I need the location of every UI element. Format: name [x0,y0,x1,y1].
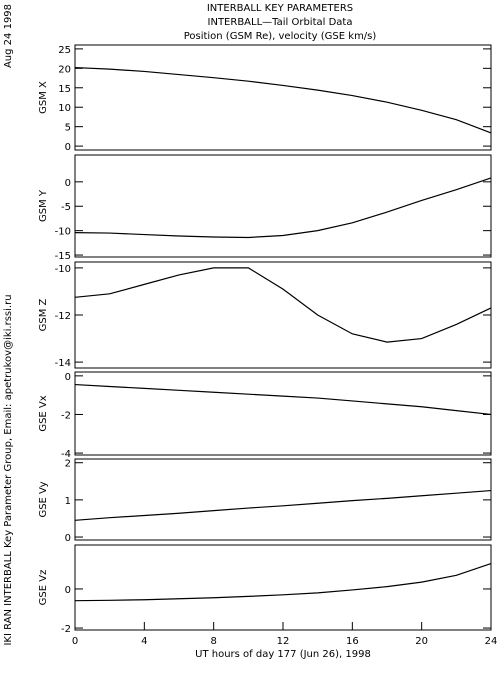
y-tick-label: 0 [65,585,71,596]
y-axis-label: GSE Vz [38,570,49,606]
y-tick-label: 10 [58,103,71,114]
y-tick-label: -5 [61,202,71,213]
y-tick-label: 0 [65,533,71,544]
y-tick-label: -14 [55,358,71,369]
y-tick-label: -12 [55,311,71,322]
y-tick-label: 2 [65,459,71,470]
data-line [74,177,492,239]
credit-note: IKI RAN INTERBALL Key Parameter Group, E… [3,294,14,645]
y-tick-label: 0 [65,142,71,153]
y-tick-label: -10 [55,264,71,275]
data-line [74,267,492,343]
x-axis-label: UT hours of day 177 (Jun 26), 1998 [195,649,371,660]
panel-frame [74,458,492,541]
y-axis-label: GSM X [38,81,49,114]
x-tick-label: 20 [415,636,428,647]
data-line [74,562,492,602]
y-tick-label: -2 [61,410,71,421]
y-tick-label: -2 [61,624,71,635]
y-axis-label: GSM Y [38,189,49,222]
panel-frame [74,544,492,631]
y-axis-label: GSE Vy [38,481,49,517]
data-line [74,66,492,134]
title-line: INTERBALL—Tail Orbital Data [208,17,353,28]
x-tick-label: 0 [72,636,78,647]
y-axis-label: GSM Z [38,298,49,331]
x-tick-label: 16 [346,636,359,647]
y-tick-label: -15 [55,251,71,262]
y-tick-label: 0 [65,178,71,189]
data-line [74,383,492,416]
title-line: INTERBALL KEY PARAMETERS [207,3,353,14]
panel-frame [74,44,492,151]
y-tick-label: 15 [58,84,71,95]
x-tick-label: 12 [277,636,290,647]
x-tick-label: 24 [485,636,498,647]
panel-frame [74,261,492,369]
panel-frame [74,371,492,456]
y-tick-label: -4 [61,449,71,460]
y-tick-label: 0 [65,372,71,383]
x-tick-label: 4 [141,636,147,647]
y-tick-label: -10 [55,227,71,238]
y-tick-label: 5 [65,123,71,134]
panel-frame [74,154,492,258]
date-note: Aug 24 1998 [3,4,14,68]
y-tick-label: 20 [58,64,71,75]
data-line [74,489,492,521]
y-tick-label: 25 [58,45,71,56]
title-line: Position (GSM Re), velocity (GSE km/s) [184,31,377,42]
y-tick-label: 1 [65,496,71,507]
x-tick-label: 8 [210,636,216,647]
y-axis-label: GSE Vx [38,395,49,431]
